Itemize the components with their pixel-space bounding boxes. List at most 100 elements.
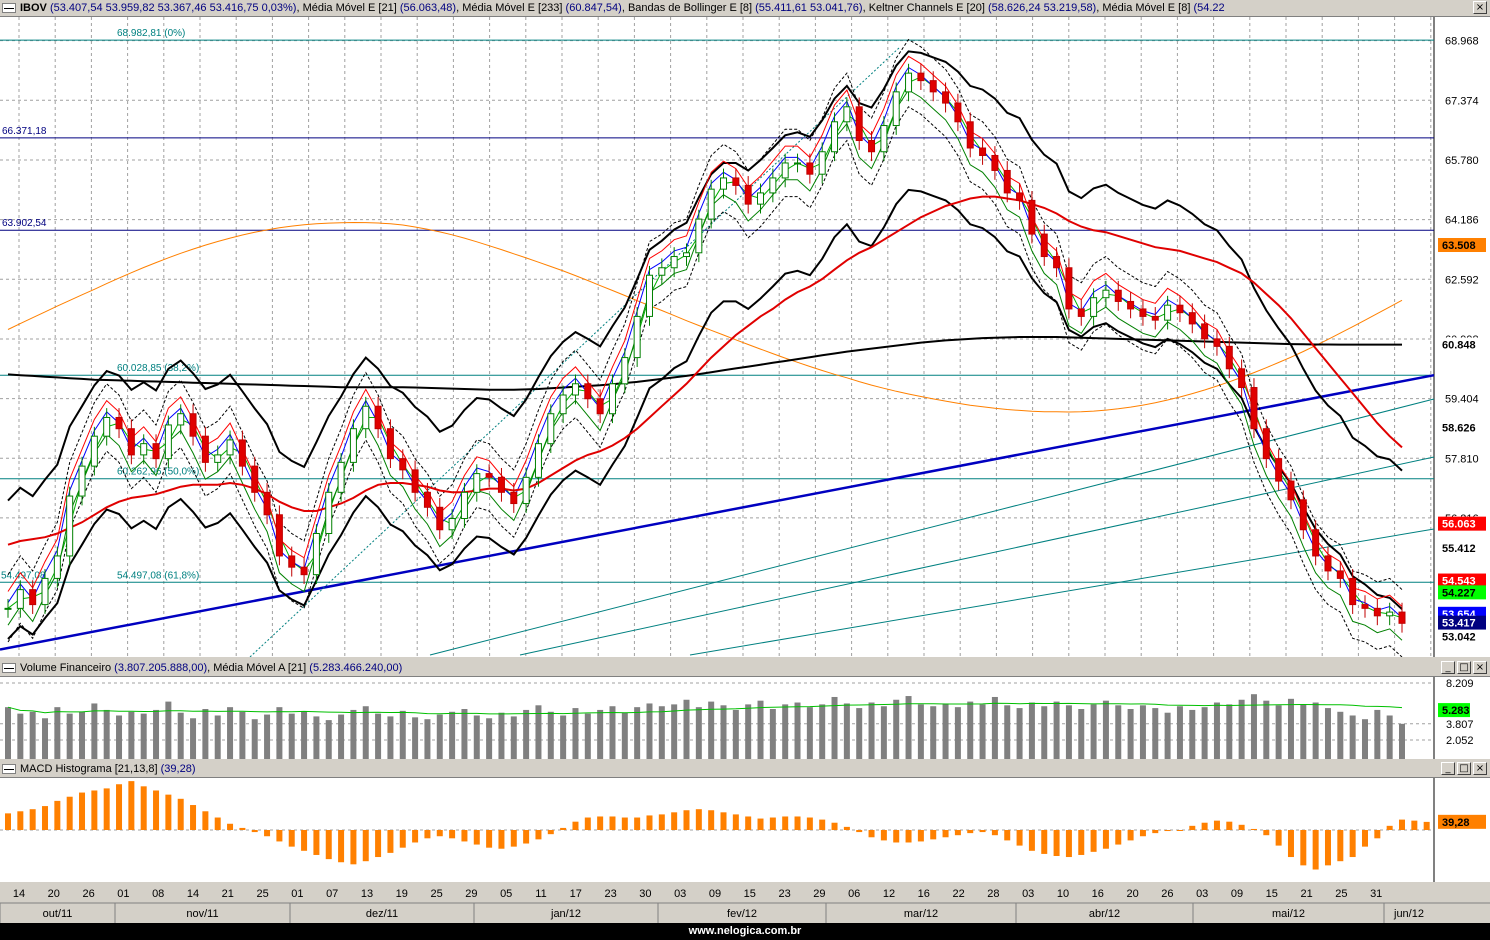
candle-body <box>732 177 740 186</box>
volume-bar <box>942 703 949 759</box>
candle-body <box>164 424 172 460</box>
candle-body <box>621 357 629 385</box>
month-tick-label: out/11 <box>43 908 73 920</box>
macd-chart[interactable]: 39,28 <box>0 778 1490 882</box>
macd-bar <box>202 811 209 830</box>
volume-pane[interactable]: 8.209 3.807 2.052 5.283 <box>0 677 1490 759</box>
macd-minimize-button[interactable]: _ <box>1441 762 1455 775</box>
time-axis[interactable]: 14 20 26 01 08 14 21 25 01 07 13 19 25 29 05 11 17 23 30 03… <box>0 883 1490 923</box>
volume-bar <box>658 706 665 759</box>
volume-bar <box>732 709 739 759</box>
candle-body <box>78 465 86 497</box>
price-pane-close-button[interactable]: × <box>1473 1 1487 14</box>
day-tick-label: 19 <box>396 888 408 900</box>
day-tick-label: 07 <box>326 888 338 900</box>
candle-body <box>1090 297 1098 317</box>
macd-bar <box>350 830 357 865</box>
volume-bar <box>473 715 480 759</box>
macd-bar <box>461 830 468 842</box>
volume-chart[interactable]: 8.209 3.807 2.052 5.283 <box>0 677 1490 759</box>
candle-body <box>510 491 518 505</box>
macd-bar <box>1090 830 1097 852</box>
candle-body <box>559 394 567 415</box>
ema233-label: Média Móvel E [233] <box>462 2 563 14</box>
volume-bar <box>424 719 431 759</box>
macd-bar <box>979 830 986 833</box>
volume-bar <box>954 707 961 759</box>
volume-bar <box>1250 694 1257 759</box>
candle-body <box>1077 308 1085 317</box>
candle-body <box>16 589 24 609</box>
candle-body <box>1299 499 1307 531</box>
candle-body <box>460 491 468 520</box>
ema233-value: (60.847,54) <box>565 2 622 14</box>
price-tick-label: 68.968 <box>1445 36 1479 48</box>
last-value-box <box>1438 585 1486 600</box>
candle-body <box>1065 267 1073 310</box>
candle-body <box>991 154 999 171</box>
volume-ma-label: Média Móvel A [21] <box>213 662 307 674</box>
candle-body <box>892 91 900 127</box>
macd-maximize-button[interactable]: □ <box>1457 762 1471 775</box>
volume-bar <box>1139 705 1146 759</box>
volume-bar <box>325 720 332 759</box>
day-tick-label: 21 <box>222 888 234 900</box>
volume-bar <box>930 706 937 759</box>
candle-body <box>1361 604 1369 609</box>
candle-body <box>349 428 357 463</box>
volume-bar <box>1337 711 1344 759</box>
volume-ma-box <box>1438 703 1470 718</box>
macd-pane[interactable]: 39,28 <box>0 778 1490 882</box>
volume-bar <box>128 711 135 759</box>
volume-maximize-button[interactable]: □ <box>1457 661 1471 674</box>
last-value-box <box>1438 615 1486 630</box>
day-tick-label: 16 <box>918 888 930 900</box>
macd-bar <box>782 816 789 830</box>
candle-body <box>1201 323 1209 340</box>
macd-bar <box>1115 830 1122 845</box>
macd-bar <box>239 827 246 830</box>
volume-bar <box>1164 712 1171 759</box>
volume-bar <box>597 709 604 759</box>
day-tick-label: 05 <box>500 888 512 900</box>
volume-bar <box>769 709 776 759</box>
macd-bar <box>1423 821 1430 830</box>
macd-bar <box>893 830 900 843</box>
macd-bar <box>42 806 49 830</box>
volume-bar <box>1361 719 1368 759</box>
macd-bar <box>473 830 480 845</box>
month-tick-label: jan/12 <box>550 908 581 920</box>
candle-body <box>547 413 555 445</box>
macd-bar <box>264 830 271 837</box>
macd-label: MACD Histograma [21,13,8] <box>20 763 158 775</box>
candle-body <box>608 383 616 415</box>
ohlc-values: (53.407,54 53.959,82 53.367,46 53.416,75… <box>49 2 297 14</box>
volume-bar <box>338 714 345 759</box>
macd-bar <box>843 826 850 830</box>
macd-close-button[interactable]: × <box>1473 762 1487 775</box>
price-pane[interactable]: 68.96867.37465.78064.18662.59260.99859.4… <box>0 17 1490 657</box>
macd-bar <box>5 813 11 830</box>
macd-bar <box>177 798 184 830</box>
volume-close-button[interactable]: × <box>1473 661 1487 674</box>
volume-minimize-button[interactable]: _ <box>1441 661 1455 674</box>
volume-bar <box>449 711 456 759</box>
volume-bar <box>868 702 875 759</box>
volume-bar <box>547 711 554 759</box>
candle-body <box>571 383 579 396</box>
macd-bar <box>165 794 172 830</box>
day-tick-label: 09 <box>709 888 721 900</box>
candle-body <box>584 383 592 400</box>
day-tick-label: 13 <box>361 888 373 900</box>
price-chart[interactable]: 68.96867.37465.78064.18662.59260.99859.4… <box>0 17 1490 657</box>
macd-bar <box>930 830 937 840</box>
parallel-channel-line <box>429 398 1435 656</box>
last-value-box <box>1438 337 1486 352</box>
candle-body <box>189 413 197 437</box>
macd-bar <box>54 800 61 830</box>
macd-bar <box>449 830 456 839</box>
volume-bar <box>1053 701 1060 759</box>
macd-bar <box>288 830 295 847</box>
candle-body <box>658 267 666 276</box>
macd-value-box <box>1438 814 1486 829</box>
